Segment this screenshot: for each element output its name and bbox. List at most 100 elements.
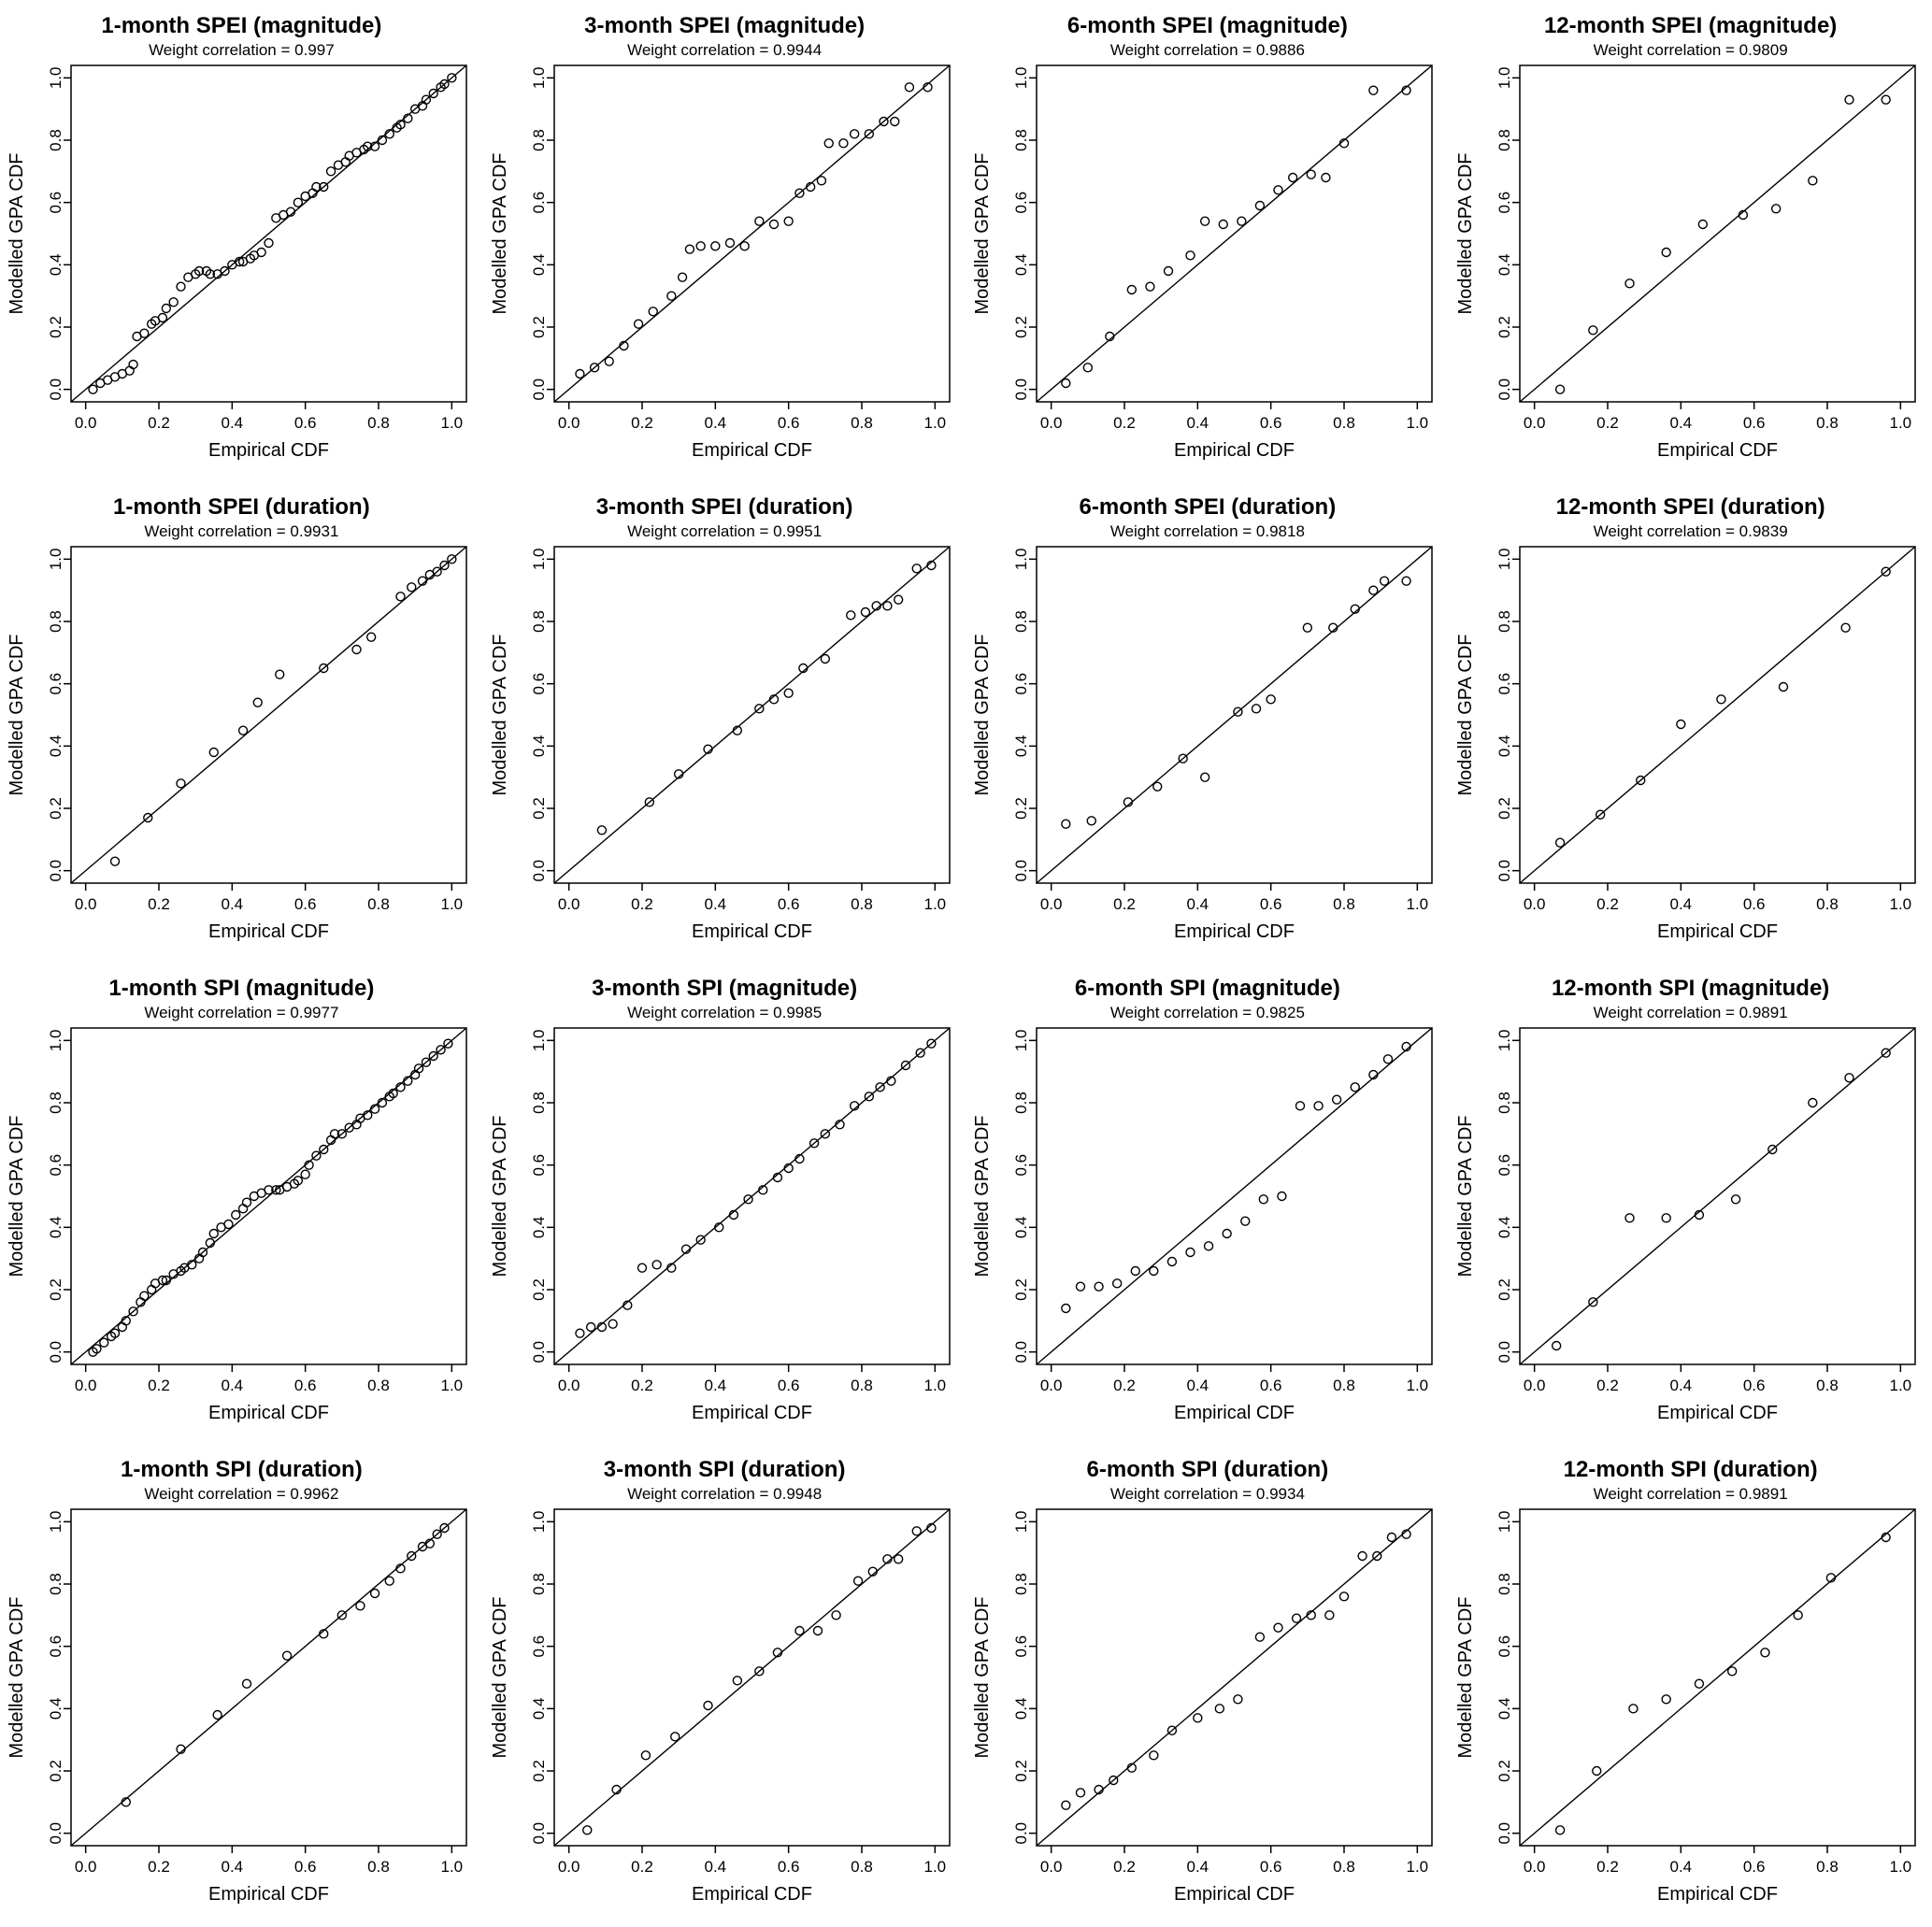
x-tick-label: 0.2 <box>631 895 653 913</box>
data-point <box>1061 1800 1071 1810</box>
data-point <box>406 1550 417 1561</box>
data-point <box>406 581 417 592</box>
chart-plot: 0.0 0.0 0.2 0.2 0.4 0.4 0.6 0.6 0.8 0.8 1.0 1.0 Empi… <box>972 1507 1434 1905</box>
data-point <box>447 553 457 564</box>
data-point <box>237 1203 249 1214</box>
data-point <box>176 1744 186 1754</box>
data-point <box>900 1060 910 1070</box>
data-point <box>264 1184 274 1195</box>
data-point <box>1716 693 1726 705</box>
data-point <box>428 88 438 98</box>
data-point <box>1083 362 1094 373</box>
chart-panel: 6-month SPEI (magnitude) Weight correlat… <box>966 0 1450 481</box>
y-tick-label: 0.4 <box>47 1697 64 1720</box>
y-tick-label: 0.2 <box>530 1278 548 1301</box>
data-point <box>1222 1228 1233 1238</box>
chart-caption: 6-month SPEI (magnitude) Weight correlat… <box>1067 13 1348 60</box>
plot-box <box>1519 1026 1916 1365</box>
x-tick-label: 0.0 <box>1040 414 1063 432</box>
x-tick-label: 0.6 <box>1260 1858 1282 1876</box>
y-axis-label: Modelled GPA CDF <box>1455 1115 1476 1277</box>
x-tick-label: 0.0 <box>557 414 580 432</box>
x-tick-label: 1.0 <box>440 1858 463 1876</box>
data-point <box>684 244 694 254</box>
data-point <box>1552 1340 1562 1350</box>
y-tick-label: 1.0 <box>1496 548 1513 570</box>
data-point <box>589 362 599 373</box>
plot-box <box>70 1507 467 1847</box>
y-tick-label: 0.6 <box>1012 1634 1030 1657</box>
x-tick-label: 1.0 <box>440 895 463 913</box>
x-tick-label: 0.4 <box>1187 414 1209 432</box>
data-point <box>820 1128 830 1139</box>
data-point <box>439 79 450 89</box>
y-tick-label: 1.0 <box>530 1510 548 1533</box>
data-point <box>395 1081 406 1092</box>
reference-line <box>553 64 951 403</box>
y-tick-label: 0.4 <box>1496 735 1513 757</box>
chart-caption: 3-month SPI (magnitude) Weight correlati… <box>592 976 857 1022</box>
data-point <box>1094 1784 1105 1794</box>
data-point <box>197 1247 208 1257</box>
chart-plot: 0.0 0.0 0.2 0.2 0.4 0.4 0.6 0.6 0.8 0.8 1.0 1.0 Empi… <box>490 64 951 461</box>
data-point <box>1328 622 1338 633</box>
y-axis-label: Modelled GPA CDF <box>490 1115 510 1277</box>
y-tick-label: 0.4 <box>530 1216 548 1238</box>
chart-title: 12-month SPEI (magnitude) <box>1543 13 1838 38</box>
data-point <box>1076 1787 1086 1798</box>
y-tick-label: 0.8 <box>47 610 64 633</box>
data-point <box>421 1057 431 1067</box>
chart-plot: 0.0 0.0 0.2 0.2 0.4 0.4 0.6 0.6 0.8 0.8 1.0 1.0 Empi… <box>1455 545 1916 942</box>
data-point <box>1555 1824 1566 1835</box>
y-tick-label: 0.6 <box>530 191 548 213</box>
y-tick-label: 1.0 <box>47 548 64 570</box>
plot-box <box>1519 64 1916 403</box>
x-axis-label: Empirical CDF <box>208 1884 329 1905</box>
data-point <box>648 306 658 317</box>
data-point <box>157 312 167 322</box>
data-point <box>816 175 826 186</box>
x-tick-label: 0.4 <box>1187 1377 1209 1394</box>
data-point <box>436 1044 446 1055</box>
chart-title: 1-month SPEI (duration) <box>113 494 370 520</box>
x-tick-label: 0.6 <box>777 1377 799 1394</box>
data-point <box>673 768 683 779</box>
chart-caption: 1-month SPEI (magnitude) Weight correlat… <box>101 13 381 60</box>
data-point <box>439 560 450 570</box>
data-point <box>1306 1609 1317 1620</box>
data-point <box>1881 94 1891 105</box>
data-point <box>695 240 706 251</box>
y-tick-label: 0.2 <box>1496 1760 1513 1782</box>
data-point <box>1277 1191 1287 1201</box>
y-tick-label: 0.8 <box>1496 129 1513 151</box>
x-tick-label: 0.6 <box>1743 1377 1766 1394</box>
x-tick-label: 0.6 <box>294 1858 317 1876</box>
y-axis-label: Modelled GPA CDF <box>1455 634 1476 795</box>
x-tick-label: 1.0 <box>1407 1377 1429 1394</box>
data-point <box>732 725 742 735</box>
data-point <box>1193 1712 1203 1723</box>
data-point <box>1149 1265 1159 1276</box>
data-point <box>1731 1193 1741 1205</box>
chart-panel: 1-month SPI (duration) Weight correlatio… <box>0 1444 483 1925</box>
y-axis-label: Modelled GPA CDF <box>7 1115 27 1277</box>
data-point <box>1200 772 1210 782</box>
data-point <box>271 1184 281 1195</box>
x-tick-label: 0.0 <box>1524 1377 1546 1394</box>
data-point <box>124 365 135 376</box>
y-tick-label: 0.8 <box>1496 610 1513 633</box>
x-tick-label: 0.2 <box>1596 414 1619 432</box>
data-point <box>680 1244 691 1254</box>
chart-caption: 6-month SPEI (duration) Weight correlati… <box>1080 494 1337 541</box>
data-point <box>585 1321 595 1332</box>
data-point <box>915 1048 925 1058</box>
data-point <box>864 128 874 139</box>
data-point <box>193 265 205 276</box>
data-point <box>369 141 380 151</box>
data-point <box>772 1647 782 1658</box>
chart-subtitle: Weight correlation = 0.9962 <box>144 1484 339 1503</box>
data-point <box>1076 1281 1086 1292</box>
y-tick-label: 0.2 <box>1012 316 1030 338</box>
y-axis-label: Modelled GPA CDF <box>972 152 993 314</box>
data-point <box>1127 284 1138 294</box>
